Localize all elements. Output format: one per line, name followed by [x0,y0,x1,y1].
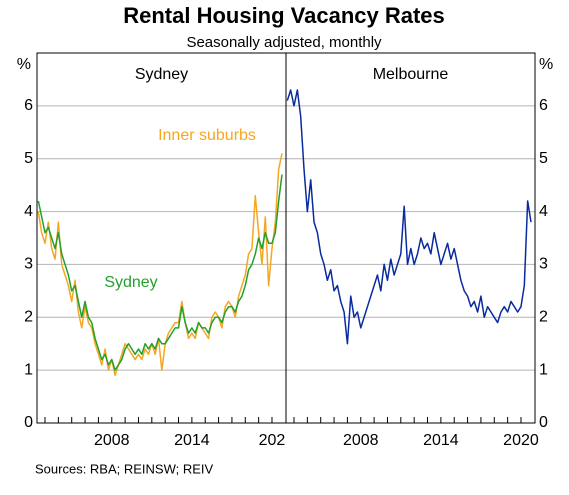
y-unit-label: % [539,56,553,73]
x-tick-label: 2014 [174,432,210,449]
source-note: Sources: RBA; REINSW; REIV [35,461,214,476]
series-line [286,89,532,345]
series-line [37,174,283,371]
x-tick-label: 2020 [503,432,539,449]
x-tick-label: 2008 [343,432,379,449]
y-tick-label: 4 [24,203,33,220]
series-label: Sydney [104,274,157,291]
y-tick-label: 4 [539,203,548,220]
series-line [37,153,283,377]
y-tick-label: 6 [539,97,548,114]
y-tick-label: 6 [24,97,33,114]
y-tick-label: 1 [539,361,548,378]
y-unit-label: % [17,56,31,73]
chart-title: Rental Housing Vacancy Rates [123,3,445,28]
y-tick-label: 3 [24,256,33,273]
chart-subtitle: Seasonally adjusted, monthly [186,34,382,51]
x-tick-label: 2014 [423,432,459,449]
panel-title: Sydney [135,66,188,83]
y-tick-label: 0 [539,414,548,431]
x-tick-label: 202 [259,432,286,449]
y-tick-label: 2 [539,309,548,326]
x-tick-label: 2008 [94,432,130,449]
series-label: Inner suburbs [158,127,256,144]
y-tick-label: 1 [24,361,33,378]
y-tick-label: 0 [24,414,33,431]
y-tick-label: 5 [24,150,33,167]
y-tick-label: 5 [539,150,548,167]
panel-title: Melbourne [373,66,449,83]
y-tick-label: 2 [24,309,33,326]
y-tick-label: 3 [539,256,548,273]
